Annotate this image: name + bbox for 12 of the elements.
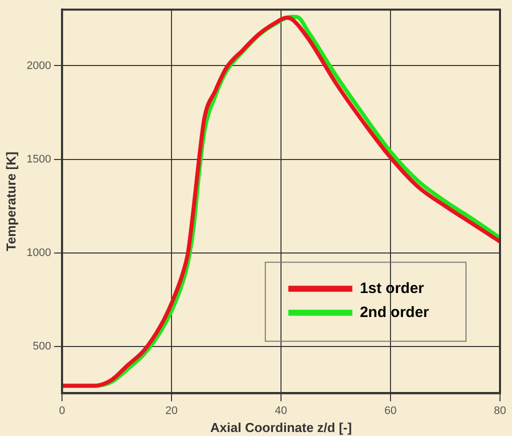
- x-tick-label: 20: [165, 404, 178, 417]
- x-tick-label: 60: [384, 404, 397, 417]
- y-tick-label: 500: [32, 340, 52, 352]
- x-tick-label: 40: [274, 404, 288, 417]
- y-tick-label: 1500: [26, 153, 52, 166]
- x-tick-label: 80: [494, 404, 506, 417]
- y-tick-label: 1000: [26, 246, 52, 259]
- x-tick-label: 0: [59, 404, 66, 417]
- legend-label: 2nd order: [360, 304, 430, 321]
- y-tick-label: 2000: [26, 60, 52, 72]
- x-axis-title: Axial Coordinate z/d [-]: [210, 420, 352, 435]
- y-axis-title: Temperature [K]: [3, 152, 18, 252]
